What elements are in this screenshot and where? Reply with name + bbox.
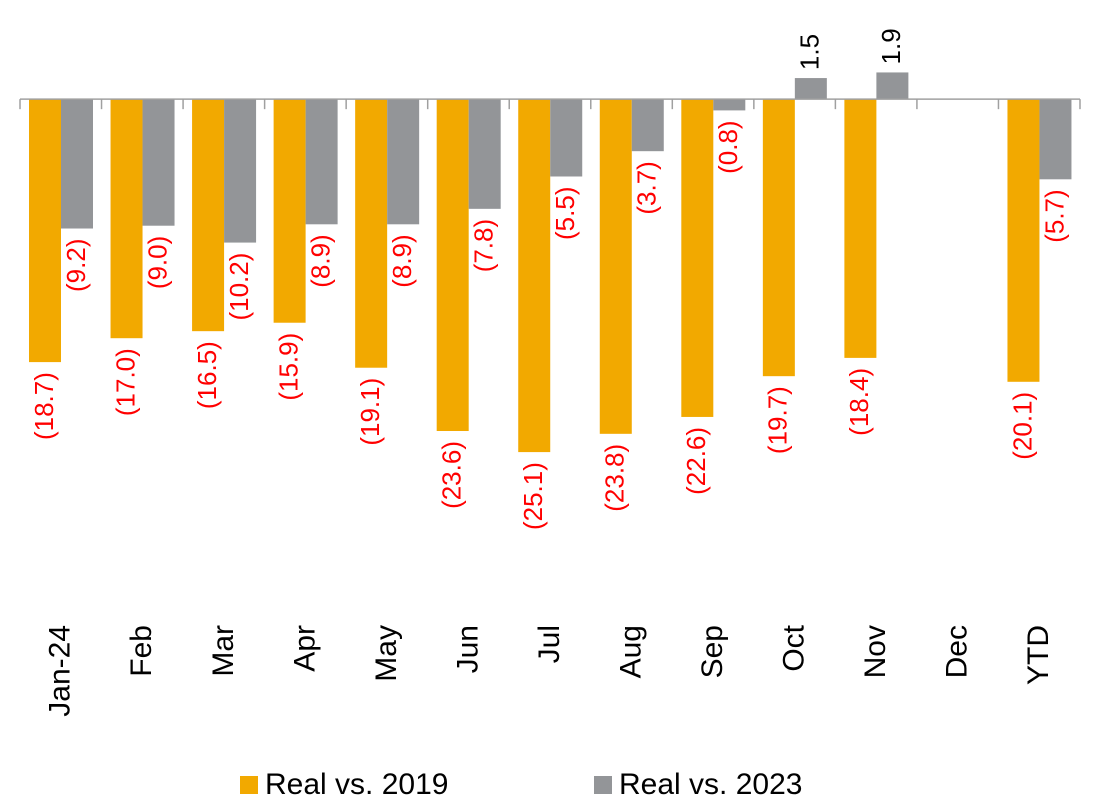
data-label: (8.9) [305, 234, 335, 287]
x-tick-label: May [370, 625, 403, 682]
bar [1039, 99, 1072, 180]
bar [224, 99, 257, 243]
data-label: (17.0) [110, 348, 140, 416]
data-label: (23.8) [600, 444, 630, 512]
x-tick-label: Dec [941, 625, 974, 678]
bar [436, 99, 469, 432]
x-tick-label: YTD [1022, 625, 1055, 685]
data-label: (18.7) [29, 372, 59, 440]
bar [844, 99, 877, 358]
data-label: (7.8) [469, 219, 499, 272]
bar [876, 72, 909, 100]
bar [1007, 99, 1040, 382]
bar [61, 99, 93, 229]
bar [355, 99, 388, 368]
data-label: (22.6) [681, 427, 711, 495]
x-tick-label: Jan-24 [44, 625, 77, 717]
x-tick-label: Mar [207, 625, 240, 677]
data-label: 1.5 [795, 34, 825, 70]
data-label: (8.9) [387, 234, 417, 287]
data-label: (10.2) [224, 253, 254, 321]
data-label: (3.7) [632, 161, 662, 214]
bar [518, 99, 551, 453]
x-tick-label: Feb [125, 625, 158, 677]
data-label: (18.4) [844, 368, 874, 436]
bar [550, 99, 583, 177]
bar [29, 99, 61, 363]
bar [192, 99, 225, 332]
data-label: (5.7) [1039, 189, 1069, 242]
x-tick-label: Jun [451, 625, 484, 673]
data-label: (5.5) [550, 186, 580, 239]
legend-label: Real vs. 2019 [265, 768, 448, 801]
bar [631, 99, 664, 152]
bar [273, 99, 306, 323]
bar [794, 78, 827, 100]
x-tick-label: Nov [859, 625, 892, 678]
data-label: (19.7) [763, 386, 793, 454]
data-label: (15.9) [273, 333, 303, 401]
x-tick-label: Apr [288, 625, 321, 672]
bar [468, 99, 501, 209]
data-label: (0.8) [713, 120, 743, 173]
x-tick-label: Oct [778, 624, 811, 671]
bar [599, 99, 632, 434]
bar [762, 99, 795, 377]
bar [681, 99, 714, 417]
legend-label: Real vs. 2023 [619, 768, 802, 801]
bar [387, 99, 420, 225]
legend-swatch [594, 776, 612, 794]
bar [713, 99, 746, 111]
x-tick-label: Aug [614, 625, 647, 678]
data-label: (19.1) [355, 378, 385, 446]
x-tick-label: Sep [696, 625, 729, 678]
data-label: (23.6) [437, 441, 467, 509]
data-label: (9.0) [142, 236, 172, 289]
bar [305, 99, 338, 225]
data-label: (9.2) [61, 239, 91, 292]
bar [110, 99, 143, 339]
data-label: (25.1) [518, 462, 548, 530]
legend-swatch [240, 776, 258, 794]
x-tick-label: Jul [533, 625, 566, 663]
data-label: (20.1) [1007, 392, 1037, 460]
data-label: 1.9 [876, 28, 906, 64]
data-label: (16.5) [192, 341, 222, 409]
bar [142, 99, 175, 226]
